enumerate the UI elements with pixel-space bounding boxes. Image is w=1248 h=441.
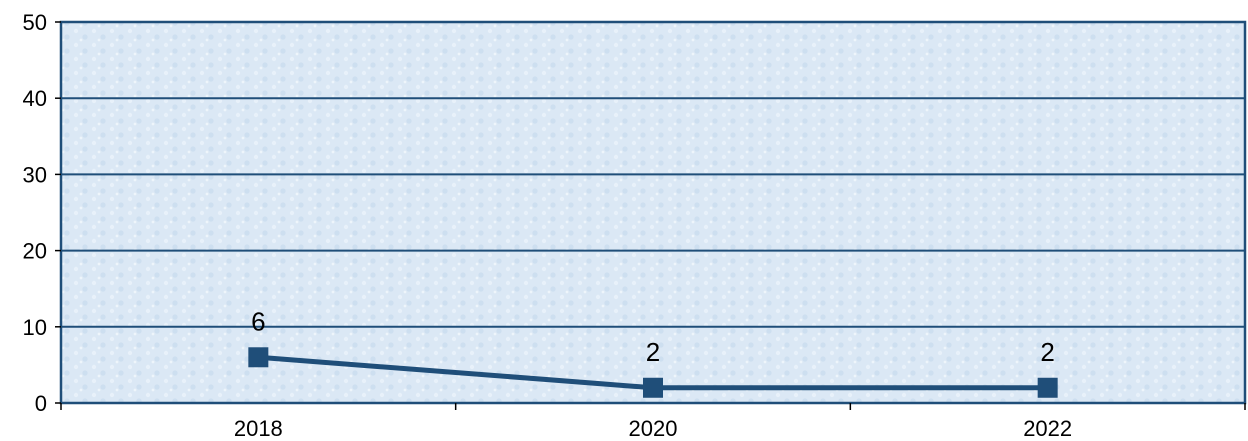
plot-area (59, 20, 1247, 405)
data-label: 2 (646, 337, 660, 367)
y-axis: 0 10 20 30 40 50 (23, 10, 61, 416)
x-tick-label: 2018 (234, 416, 283, 441)
y-tick-label: 40 (23, 86, 47, 111)
y-tick-label: 50 (23, 10, 47, 35)
x-axis: 2018 2020 2022 (60, 403, 1246, 441)
data-point-marker (643, 377, 663, 398)
gridlines (61, 97, 1245, 328)
x-tick-label: 2020 (629, 416, 678, 441)
data-point-marker (1037, 377, 1058, 398)
y-tick-label: 30 (23, 162, 47, 187)
data-label: 6 (251, 306, 265, 336)
y-tick-label: 10 (23, 315, 47, 340)
y-tick-label: 0 (35, 391, 47, 416)
x-tick-label: 2022 (1023, 416, 1072, 441)
data-labels: 6 2 2 (251, 306, 1055, 366)
data-point-marker (248, 347, 269, 368)
data-label: 2 (1040, 337, 1054, 367)
series-line (248, 347, 1058, 398)
y-tick-label: 20 (23, 239, 47, 264)
